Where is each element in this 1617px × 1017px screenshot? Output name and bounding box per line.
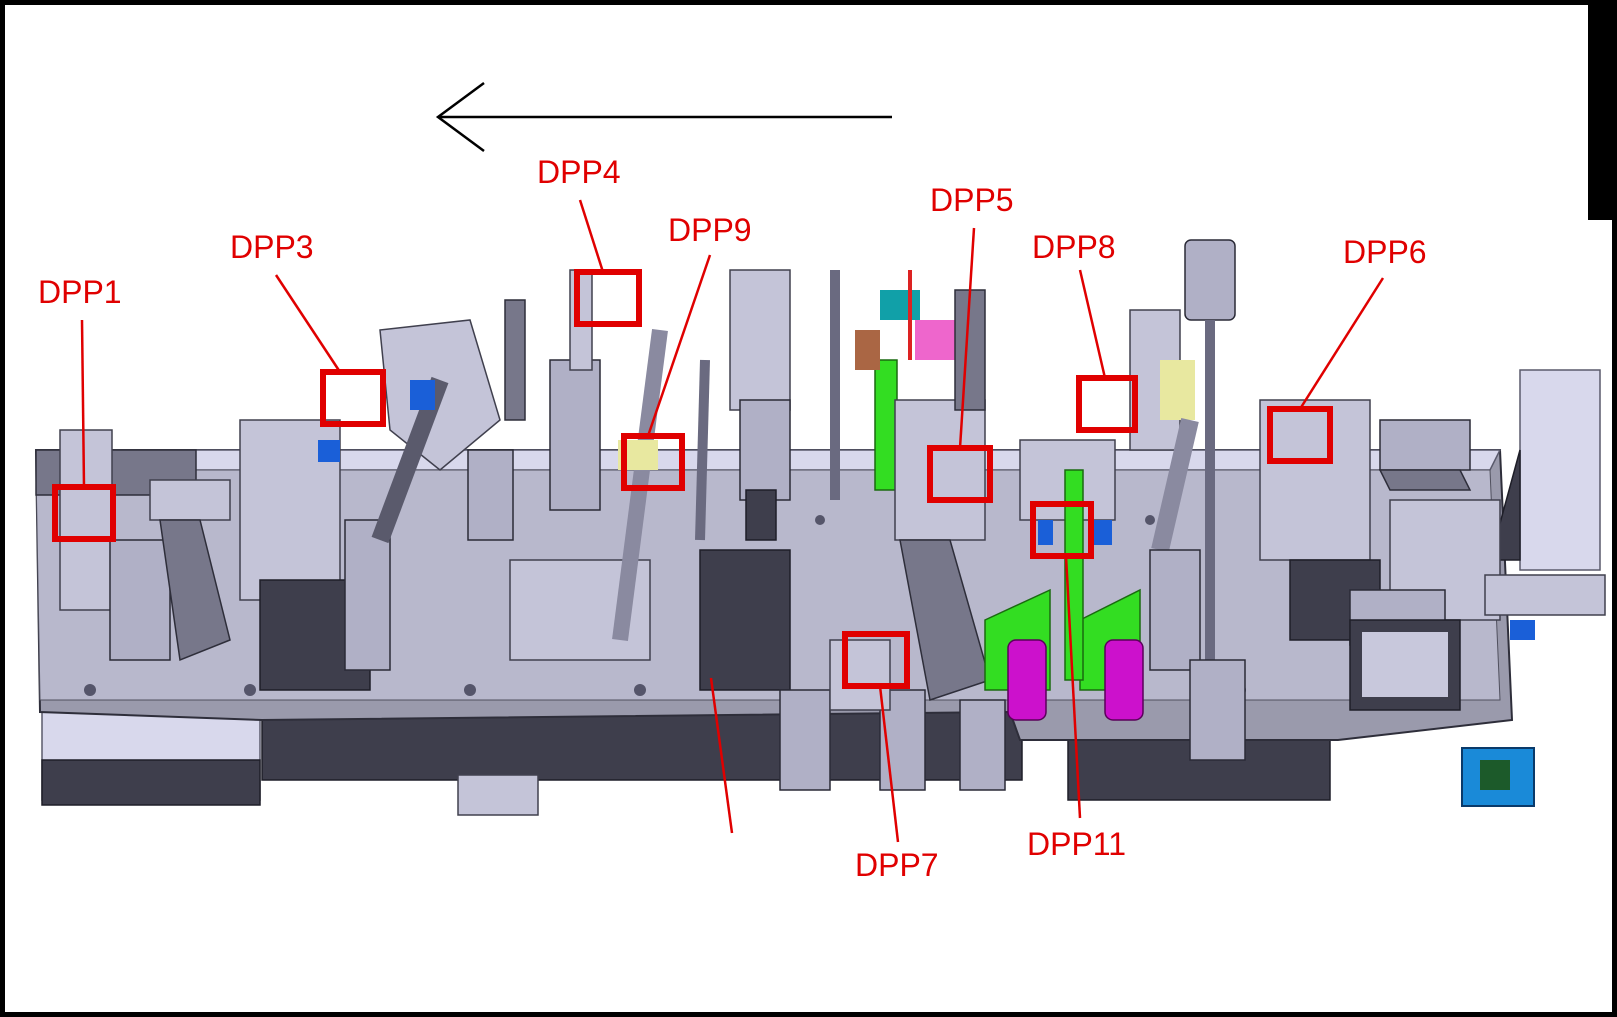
right-blue-block [1510,620,1535,640]
center-tower-frame [729,269,791,411]
dpp5-annotation: DPP5 [927,182,1014,503]
dpp8-annotation: DPP8 [1032,229,1138,433]
dpp6-leader-line [1298,277,1385,410]
green-upright [874,359,898,491]
dpp3-riser-cylinder [467,449,514,541]
magenta-cylinder-left [1007,639,1047,721]
center-cylinder [739,399,791,501]
dpp6-highlight-box [1267,406,1333,464]
right-pusher-rod [1484,574,1606,616]
right-blue-foot-insert [1480,760,1510,790]
dpp6-annotation: DPP6 [1267,234,1427,464]
dpp1-highlight-box [52,484,116,542]
dpp6-side-bracket [1378,469,1472,491]
dpp7-cylinder-a [779,689,831,791]
unlabeled-leader-line [709,677,734,834]
dpp5-leader-line [958,227,976,449]
dpp6-side-cylinder [1379,419,1471,471]
assembly-fixture-model [34,239,1606,816]
dpp3-highlight-box [320,369,386,427]
dpp3-blue-marker [318,440,340,462]
dpp7-highlight-box [842,631,910,689]
dpp1-leader-line [80,319,86,488]
frame-notch [1588,0,1617,220]
dpp11-blue-b [1092,520,1112,545]
dpp5-fixture-body [894,399,986,541]
dpp6-label: DPP6 [1343,234,1427,270]
dpp3-label: DPP3 [230,229,314,265]
dpp9-label: DPP9 [668,212,752,248]
dpp3-cylinder [344,519,391,671]
right-end-housing [1519,369,1601,571]
dpp4-label: DPP4 [537,154,621,190]
base-module-left-side [41,759,261,806]
dpp9-post [695,359,710,541]
dpp4-pin-column [569,269,593,371]
dpp8-highlight-box [1076,375,1138,433]
dpp8-label: DPP8 [1032,229,1116,265]
dpp7-clamp-block [829,639,891,711]
dpp7-leader-line [878,685,900,843]
dpp1-clamp-column [59,429,113,611]
dpp4-annotation: DPP4 [537,154,642,327]
dpp3-blue-block [410,380,435,410]
right-station-window [1362,632,1448,697]
magenta-cylinder-right [1104,639,1144,721]
center-lower-unit [699,549,791,691]
dpp9-annotation: DPP9 [621,212,752,491]
dpp6-fixture-body [1259,399,1371,561]
dpp5-highlight-box [927,445,993,503]
dpp3-annotation: DPP3 [230,229,386,427]
dpp9-highlight-box [621,433,685,491]
dpp3-post [504,299,526,421]
dpp6-lower-cylinder [1189,659,1246,761]
dpp5-label: DPP5 [930,182,1014,218]
dpp11-leader-line [1064,555,1082,819]
left-brace [159,519,231,662]
dpp5-cylinder [959,699,1006,791]
dpp7-annotation: DPP7 [842,631,939,883]
brown-part [855,330,880,370]
dpp11-annotation: DPP11 [1027,501,1126,862]
top-cylinder [1184,239,1236,321]
dpp-annotations: DPP1 DPP3 DPP4 DPP9 DPP5 DPP8 DPP6 DPP7 DPP11 [38,154,1427,883]
dpp11-highlight-box [1030,501,1094,559]
flow-direction-arrow [435,81,892,153]
dpp11-label: DPP11 [1027,826,1126,862]
teal-part [880,290,920,320]
dpp4-highlight-box [574,269,642,327]
dpp8-leader-line [1078,269,1107,379]
pink-part [915,320,955,360]
dpp4-leader-line [578,199,605,273]
dpp8-cylinder [1149,549,1201,671]
dpp11-blue-a [1038,520,1053,545]
left-clamp-arm [149,479,231,521]
dpp8-yellow-part [1160,360,1195,420]
floor-foot-left [457,774,539,816]
dpp7-label: DPP7 [855,847,939,883]
dpp8-rod [1151,417,1199,553]
dpp4-cylinder [549,359,601,511]
dpp1-label: DPP1 [38,274,122,310]
dpp1-annotation: DPP1 [38,274,122,542]
dpp9-leader-line [646,254,712,437]
dpp3-leader-line [274,274,342,373]
center-guide [745,489,777,541]
left-cylinder [109,539,171,661]
